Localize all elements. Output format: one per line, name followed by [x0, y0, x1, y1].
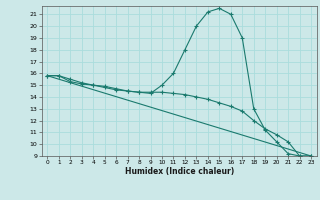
X-axis label: Humidex (Indice chaleur): Humidex (Indice chaleur) [124, 167, 234, 176]
